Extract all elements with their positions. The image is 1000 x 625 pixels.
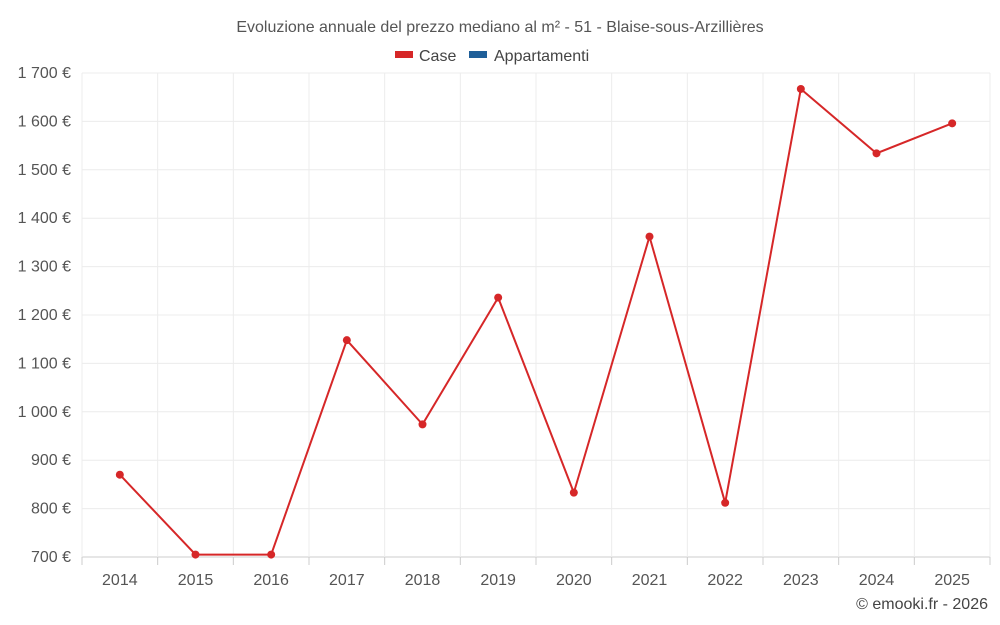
x-tick-label: 2014 xyxy=(102,572,138,589)
x-tick-label: 2020 xyxy=(556,572,592,589)
data-point[interactable] xyxy=(342,336,351,345)
credit-text: © emooki.fr - 2026 xyxy=(856,596,988,613)
legend-label-case: Case xyxy=(419,48,456,65)
y-tick-label: 1 500 € xyxy=(18,162,71,179)
x-tick-label: 2015 xyxy=(178,572,214,589)
x-tick-label: 2016 xyxy=(253,572,289,589)
data-point[interactable] xyxy=(267,550,276,559)
x-tick-label: 2022 xyxy=(707,572,743,589)
y-tick-label: 1 400 € xyxy=(18,210,71,227)
x-tick-label: 2023 xyxy=(783,572,819,589)
data-point[interactable] xyxy=(796,84,805,93)
legend-swatch-appartamenti xyxy=(469,51,487,58)
y-tick-label: 1 700 € xyxy=(18,65,71,82)
legend-item-case[interactable]: Case xyxy=(395,48,456,65)
series-case xyxy=(115,84,957,559)
grid xyxy=(81,72,991,558)
data-point[interactable] xyxy=(872,149,881,158)
data-point[interactable] xyxy=(191,550,200,559)
y-tick-label: 1 300 € xyxy=(18,259,71,276)
x-tick-label: 2025 xyxy=(934,572,970,589)
y-axis: 700 € 800 € 900 € 1 000 € 1 100 € 1 200 € 1 30… xyxy=(18,65,71,566)
x-tick-label: 2024 xyxy=(859,572,895,589)
x-tick-label: 2021 xyxy=(632,572,668,589)
data-point[interactable] xyxy=(115,470,124,479)
x-axis: 2014 2015 2016 2017 2018 2019 2020 2021 2022 2023… xyxy=(81,557,991,589)
data-point[interactable] xyxy=(721,498,730,507)
series-line-case xyxy=(119,87,953,556)
y-tick-label: 1 100 € xyxy=(18,355,71,372)
legend: Case Appartamenti xyxy=(395,48,589,65)
legend-item-appartamenti[interactable]: Appartamenti xyxy=(469,48,589,65)
x-tick-label: 2018 xyxy=(405,572,441,589)
legend-label-appartamenti: Appartamenti xyxy=(494,48,589,65)
x-tick-label: 2019 xyxy=(480,572,516,589)
chart-title: Evoluzione annuale del prezzo mediano al… xyxy=(236,19,763,36)
y-tick-label: 700 € xyxy=(31,549,71,566)
y-tick-label: 1 000 € xyxy=(18,404,71,421)
data-point[interactable] xyxy=(948,119,957,128)
legend-swatch-case xyxy=(395,51,413,58)
y-tick-label: 1 600 € xyxy=(18,113,71,130)
y-tick-label: 1 200 € xyxy=(18,307,71,324)
y-tick-label: 800 € xyxy=(31,501,71,518)
y-tick-label: 900 € xyxy=(31,452,71,469)
x-tick-label: 2017 xyxy=(329,572,365,589)
data-point[interactable] xyxy=(645,232,654,241)
data-point[interactable] xyxy=(569,488,578,497)
data-point[interactable] xyxy=(494,293,503,302)
data-point[interactable] xyxy=(418,420,427,429)
